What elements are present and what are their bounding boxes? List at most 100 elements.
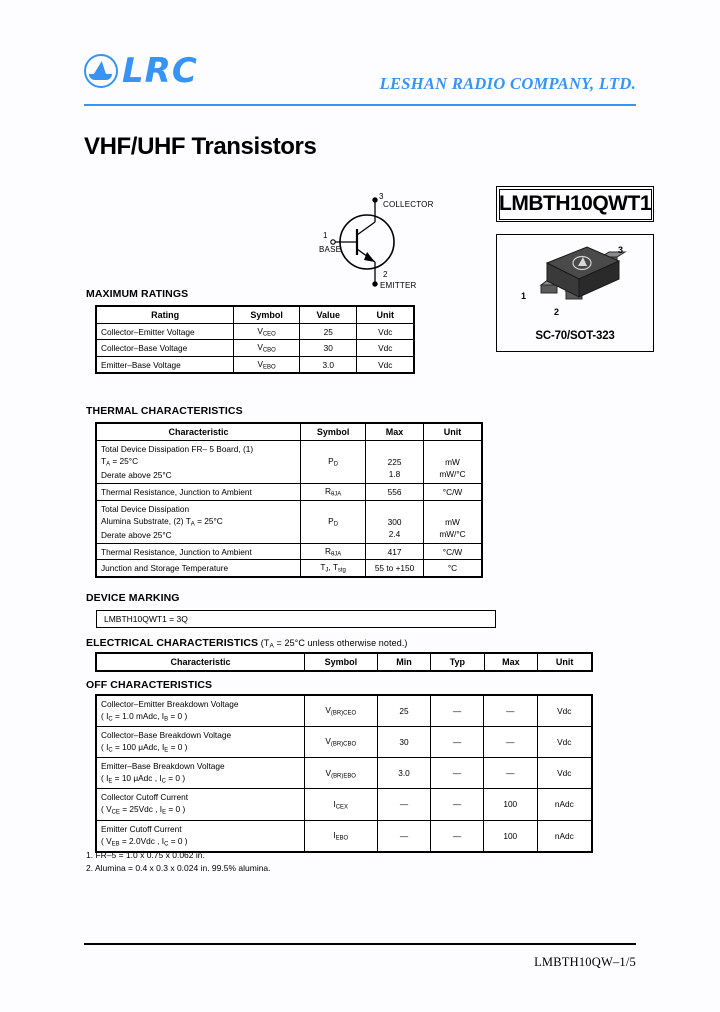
thermal-max: 417 bbox=[365, 542, 424, 561]
ec-characteristic: Collector Cutoff Current ( VCE = 25Vdc ,… bbox=[96, 788, 305, 821]
column-characteristic: Characteristic bbox=[96, 653, 305, 671]
ec-max: — bbox=[482, 726, 538, 759]
footer-divider bbox=[84, 943, 636, 946]
thermal-unit-1: mW bbox=[445, 516, 460, 527]
package-pin-2: 2 bbox=[554, 307, 560, 317]
transistor-schematic: 3 COLLECTOR 1 BASE 2 EMITTER bbox=[305, 192, 445, 292]
ec-min: 3.0 bbox=[376, 757, 432, 790]
column-max: Max bbox=[483, 653, 539, 671]
ec-characteristic: Collector–Emitter Breakdown Voltage ( IC… bbox=[96, 694, 305, 728]
table-row: Emitter–Base Voltage VEBO 3.0 Vdc bbox=[95, 355, 414, 374]
table-row: Collector–Base Breakdown Voltage ( IC = … bbox=[96, 726, 593, 759]
column-symbol: Symbol bbox=[303, 653, 378, 671]
page-title: VHF/UHF Transistors bbox=[84, 133, 317, 160]
ec-min: — bbox=[376, 819, 432, 852]
thermal-symbol: PD bbox=[300, 499, 367, 544]
thermal-unit-1: mW bbox=[445, 457, 460, 468]
ec-condition: ( IC = 1.0 mAdc, IB = 0 ) bbox=[101, 711, 188, 723]
ec-max: — bbox=[482, 757, 538, 790]
table-row: Junction and Storage Temperature TJ, Tst… bbox=[95, 559, 483, 577]
thermal-characteristic-label: Total Device Dissipation FR– 5 Board, (1… bbox=[95, 439, 302, 485]
rating-value: 25 bbox=[298, 322, 358, 341]
thermal-unit: °C bbox=[422, 559, 483, 577]
ec-min: — bbox=[376, 788, 432, 821]
ec-unit: Vdc bbox=[536, 757, 593, 790]
ec-typ: — bbox=[430, 788, 484, 821]
column-typ: Typ bbox=[430, 653, 485, 671]
ec-unit: nAdc bbox=[536, 788, 593, 821]
lrc-logo: LRC bbox=[84, 54, 198, 88]
thermal-symbol: PD bbox=[300, 439, 367, 485]
ec-condition: ( IE = 10 μAdc , IC = 0 ) bbox=[101, 773, 186, 785]
column-symbol: Symbol bbox=[300, 423, 367, 441]
column-value: Value bbox=[298, 306, 358, 324]
table-row: Total Device Dissipation Alumina Substra… bbox=[95, 499, 483, 544]
rating-label: Emitter–Base Voltage bbox=[95, 355, 235, 374]
ec-characteristic: Emitter Cutoff Current ( VEB = 2.0Vdc , … bbox=[96, 819, 305, 852]
package-pin-1: 1 bbox=[521, 291, 527, 301]
thermal-unit: °C/W bbox=[422, 483, 483, 501]
table-row: Emitter Cutoff Current ( VEB = 2.0Vdc , … bbox=[96, 819, 593, 852]
npn-transistor-symbol-icon bbox=[330, 197, 395, 287]
column-rating: Rating bbox=[95, 306, 235, 324]
column-min: Min bbox=[376, 653, 432, 671]
thermal-unit-2: mW/°C bbox=[439, 469, 466, 480]
thermal-max: 225 1.8 bbox=[365, 439, 424, 485]
table-row: Collector Cutoff Current ( VCE = 25Vdc ,… bbox=[96, 788, 593, 821]
thermal-symbol: TJ, Tstg bbox=[300, 559, 367, 577]
ec-min: 25 bbox=[376, 694, 432, 728]
ec-max: 100 bbox=[482, 788, 538, 821]
thermal-line-3: Derate above 25°C bbox=[101, 470, 172, 481]
ec-name: Collector–Base Breakdown Voltage bbox=[101, 730, 232, 741]
schematic-base-pin: 1 bbox=[323, 231, 328, 240]
ec-max: — bbox=[482, 694, 538, 728]
thermal-max-2: 1.8 bbox=[388, 469, 401, 480]
electrical-characteristics-heading: ELECTRICAL CHARACTERISTICS (TA = 25°C un… bbox=[86, 637, 408, 650]
footer-page-label: LMBTH10QW–1/5 bbox=[534, 955, 636, 969]
ec-unit: nAdc bbox=[536, 819, 593, 852]
column-max: Max bbox=[365, 423, 424, 441]
ec-condition: ( VCE = 25Vdc , IE = 0 ) bbox=[101, 804, 186, 816]
thermal-characteristics-table: Characteristic Symbol Max Unit Total Dev… bbox=[95, 422, 483, 578]
device-marking-value: LMBTH10QWT1 = 3Q bbox=[104, 614, 188, 624]
thermal-line-1: Total Device Dissipation bbox=[101, 503, 190, 514]
device-marking-heading: DEVICE MARKING bbox=[86, 592, 180, 604]
off-characteristics-table: Collector–Emitter Breakdown Voltage ( IC… bbox=[95, 694, 593, 853]
package-illustration-box: 1 2 3 SC-70/SOT-323 bbox=[496, 234, 654, 352]
ec-symbol: IEBO bbox=[303, 819, 378, 852]
table-header-row: Characteristic Symbol Min Typ Max Unit bbox=[96, 653, 592, 671]
ec-typ: — bbox=[430, 819, 484, 852]
thermal-max-1: 300 bbox=[387, 516, 402, 527]
thermal-max: 300 2.4 bbox=[365, 499, 424, 544]
rating-value: 30 bbox=[298, 339, 358, 357]
sot-323-package-icon bbox=[539, 246, 627, 300]
table-row: Thermal Resistance, Junction to Ambient … bbox=[95, 483, 483, 501]
thermal-characteristic-label: Thermal Resistance, Junction to Ambient bbox=[95, 542, 302, 561]
thermal-unit: mW mW/°C bbox=[422, 439, 483, 485]
thermal-max: 556 bbox=[365, 483, 424, 501]
ec-max: 100 bbox=[482, 819, 538, 852]
column-characteristic: Characteristic bbox=[95, 423, 302, 441]
rating-symbol: VEBO bbox=[233, 355, 300, 374]
ec-symbol: ICEX bbox=[303, 788, 378, 821]
table-row: Total Device Dissipation FR– 5 Board, (1… bbox=[95, 439, 483, 485]
header-divider bbox=[84, 104, 636, 106]
table-header-row: Characteristic Symbol Max Unit bbox=[95, 423, 483, 441]
thermal-line-1: Total Device Dissipation FR– 5 Board, (1… bbox=[101, 444, 254, 454]
table-row: Collector–Emitter Breakdown Voltage ( IC… bbox=[96, 694, 593, 728]
thermal-characteristic-label: Junction and Storage Temperature bbox=[95, 559, 302, 577]
ec-unit: Vdc bbox=[536, 726, 593, 759]
thermal-max-1: 225 bbox=[387, 457, 402, 468]
schematic-base-label: BASE bbox=[319, 245, 342, 254]
ec-typ: — bbox=[430, 757, 484, 790]
table-row: Emitter–Base Breakdown Voltage ( IE = 10… bbox=[96, 757, 593, 790]
part-number-box: LMBTH10QWT1 bbox=[496, 186, 654, 222]
schematic-collector-pin: 3 bbox=[379, 192, 384, 201]
ec-condition: ( VEB = 2.0Vdc , IC = 0 ) bbox=[101, 835, 188, 848]
thermal-characteristic-label: Thermal Resistance, Junction to Ambient bbox=[95, 483, 302, 501]
part-number-text: LMBTH10QWT1 bbox=[499, 192, 652, 215]
thermal-line-3: Derate above 25°C bbox=[101, 529, 172, 540]
column-unit: Unit bbox=[537, 653, 592, 671]
thermal-symbol: RθJA bbox=[300, 483, 367, 501]
ec-characteristic: Emitter–Base Breakdown Voltage ( IE = 10… bbox=[96, 757, 305, 790]
